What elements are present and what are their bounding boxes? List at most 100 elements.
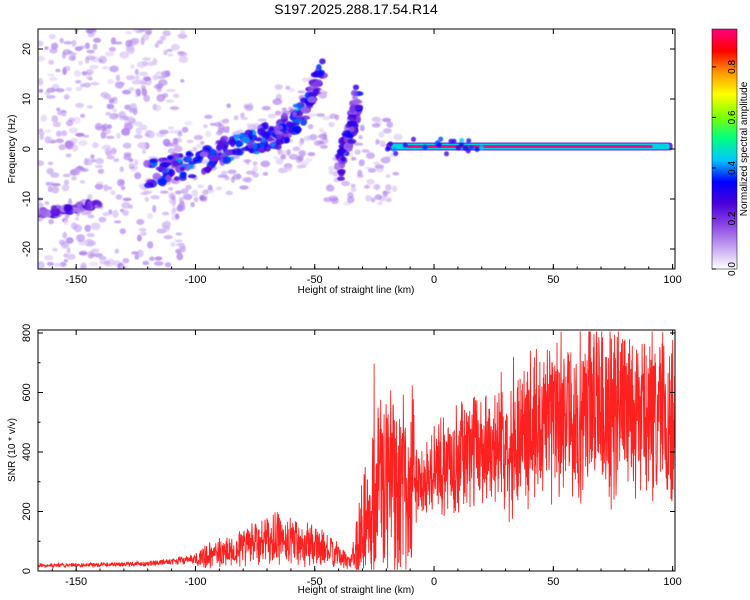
spectrogram-cell (44, 136, 54, 142)
spectrogram-cell (92, 43, 98, 51)
spectrogram-cell (91, 158, 97, 163)
spectrogram-cell (157, 178, 167, 186)
spectrogram-cell (244, 176, 253, 183)
spectrogram-cell (204, 114, 213, 119)
spectrogram-cell (136, 61, 146, 69)
spectrogram-cell (100, 124, 107, 132)
spectrogram-cell (347, 114, 357, 121)
spectrogram-cell (239, 185, 249, 190)
spectrogram-cell (225, 129, 230, 134)
spectrogram-cell (119, 166, 124, 173)
spectrogram-cell (367, 167, 377, 173)
spectrogram-cell (166, 48, 173, 52)
spectrogram-cell (122, 142, 132, 149)
spectrogram-cell (154, 256, 163, 261)
spectrogram-cell (116, 178, 125, 187)
snr-x-tick-label: -100 (184, 576, 206, 588)
spectrogram-cell (307, 152, 316, 157)
spectrogram-cell (46, 261, 54, 266)
spectrogram-cell (75, 79, 82, 84)
spectrogram-cell (284, 165, 293, 172)
spectrogram-cell (350, 156, 357, 161)
spectrogram-cell (74, 216, 80, 221)
spectrogram-cell (128, 116, 134, 122)
spectrogram-cell (300, 106, 311, 114)
spectrogram-cell (301, 77, 310, 82)
colorbar-tick-label: 0.8 (727, 60, 738, 74)
spectrogram-cell (87, 214, 95, 219)
spectrogram-cell (163, 224, 171, 232)
spectrogram-cell (123, 122, 134, 131)
colorbar-gradient (711, 28, 738, 270)
spectrogram-cell (122, 257, 130, 264)
spectrogram-cell (283, 136, 290, 144)
spectrogram-x-tick-label: 100 (663, 274, 681, 286)
spectrogram-marks (38, 29, 673, 269)
spectrogram-cell (162, 138, 171, 147)
spectrogram-cell (156, 94, 166, 102)
colorbar-label: Normalized spectral amplitude (739, 81, 750, 216)
spectrogram-cell (451, 138, 457, 144)
spectrogram-cell (171, 209, 176, 216)
spectrogram-cell (123, 154, 132, 161)
spectrogram-cell (52, 247, 58, 252)
spectrogram-cell (38, 217, 43, 222)
spectrogram-cell (203, 124, 208, 129)
spectrogram-cell (87, 240, 97, 246)
spectrogram-cell (152, 172, 162, 180)
spectrogram-cell (358, 159, 364, 167)
spectrogram-cell (204, 166, 211, 173)
spectrogram-cell (180, 30, 186, 35)
spectrogram-cell (307, 113, 317, 117)
spectrogram-cell (338, 169, 345, 177)
spectrogram-cell (94, 164, 103, 168)
spectrogram-cell (156, 83, 164, 89)
spectrogram-cell (307, 124, 314, 130)
spectrogram-cell (291, 111, 298, 118)
spectrogram-cell (444, 151, 449, 157)
spectrogram-cell (391, 185, 398, 193)
spectrogram-cell (288, 153, 299, 160)
spectrogram-cell (90, 81, 100, 86)
spectrogram-cell (375, 165, 384, 173)
spectrogram-cell (78, 251, 88, 255)
spectrogram-cell (244, 129, 253, 136)
spectrogram-cell (134, 68, 139, 76)
spectrogram-cell (115, 74, 121, 82)
spectrogram-cell (46, 95, 56, 99)
spectrogram-cell (122, 89, 132, 95)
spectrogram-cell (172, 93, 180, 99)
spectrogram-cell (104, 260, 111, 265)
spectrogram-cell (129, 64, 135, 69)
spectrogram-cell (171, 43, 180, 51)
spectrogram-cell (81, 211, 91, 216)
spectrogram-cell (63, 179, 70, 186)
spectrogram-cell (246, 141, 254, 149)
spectrogram-cell (286, 148, 291, 156)
spectrogram-cell (78, 139, 88, 147)
spectrogram-cell (366, 178, 375, 185)
spectrogram-cell (83, 134, 90, 138)
spectrogram-cell (84, 56, 90, 64)
spectrogram-cell (76, 204, 83, 210)
spectrogram-cell (75, 234, 86, 242)
spectrogram-cell (132, 29, 140, 32)
spectrogram-cell (155, 166, 166, 171)
spectrogram-cell (112, 210, 119, 218)
spectrogram-cell (83, 82, 91, 88)
spectrogram-cell (38, 202, 44, 208)
spectrogram-x-tick-label: -50 (307, 274, 323, 286)
spectrogram-cell (65, 119, 74, 127)
spectrogram-cell (118, 111, 126, 119)
spectrogram-cell (88, 261, 99, 267)
snr-frame (37, 329, 676, 572)
spectrogram-cell (462, 145, 468, 151)
spectrogram-cell (262, 131, 271, 139)
spectrogram-cell (101, 66, 110, 70)
spectrogram-cell (38, 130, 45, 136)
spectrogram-cell (391, 147, 397, 153)
spectrogram-cell (68, 55, 76, 61)
spectrogram-cell (370, 197, 376, 203)
spectrogram-cell (192, 146, 198, 152)
